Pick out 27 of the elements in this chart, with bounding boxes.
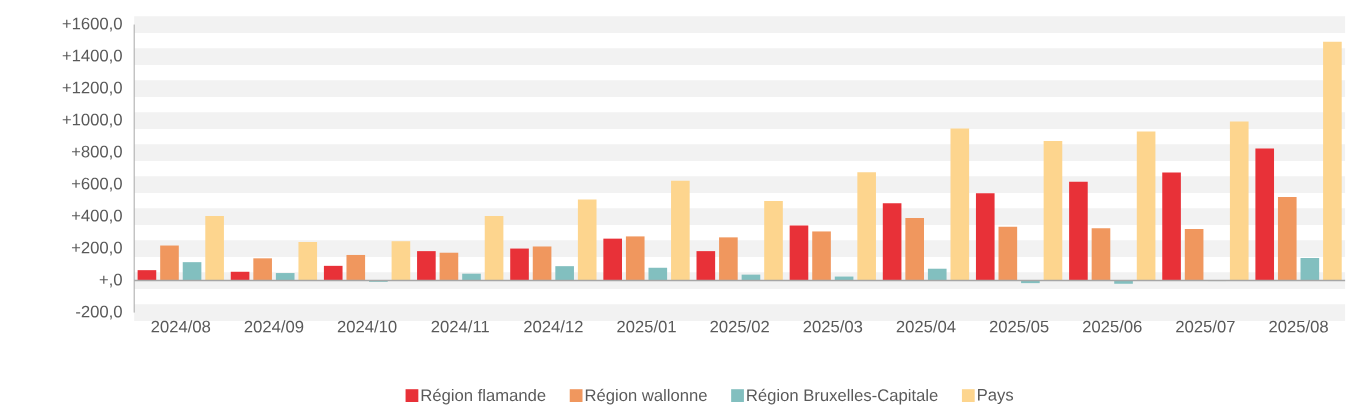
y-tick-label: +800,0 [71, 145, 122, 160]
y-tick-label: +1600,0 [62, 17, 122, 32]
y-tick-label: +600,0 [71, 177, 122, 192]
legend-label: Région Bruxelles-Capitale [747, 388, 938, 405]
legend-label: Pays [978, 389, 1014, 405]
x-tick-label: 2025/04 [896, 320, 956, 333]
x-tick-label: 2025/07 [1176, 320, 1235, 333]
x-tick-label: 2025/01 [617, 320, 676, 333]
x-tick-label: 2024/09 [244, 320, 304, 333]
x-tick-label: 2024/08 [151, 320, 211, 333]
y-tick-label: +1200,0 [62, 81, 122, 96]
x-tick-label: 2025/08 [1269, 320, 1328, 333]
y-tick-label: -200,0 [76, 305, 122, 320]
y-tick-label: +1400,0 [62, 49, 122, 64]
x-tick-label: 2025/05 [989, 320, 1049, 333]
x-tick-label: 2024/11 [431, 320, 489, 333]
x-tick-label: 2024/10 [337, 320, 397, 333]
legend-label: Région flamande [421, 388, 546, 405]
x-tick-label: 2025/02 [710, 320, 769, 333]
y-tick-label: +200,0 [71, 241, 122, 256]
y-tick-label: +1000,0 [62, 113, 122, 128]
y-tick-label: +,0 [99, 273, 122, 288]
legend-label: Région wallonne [585, 388, 707, 405]
x-tick-label: 2025/03 [803, 320, 863, 333]
x-tick-label: 2025/06 [1083, 320, 1142, 333]
y-tick-label: +400,0 [71, 209, 122, 224]
x-tick-label: 2024/12 [524, 320, 583, 333]
